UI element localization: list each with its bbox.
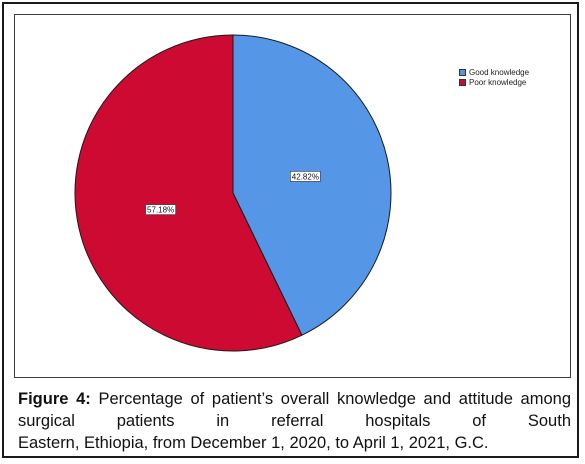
caption-line-3: Eastern, Ethiopia, from December 1, 2020…: [18, 434, 489, 452]
legend-label-good: Good knowledge: [469, 67, 530, 77]
pie-slice-good: [232, 34, 392, 336]
figure-frame: 42.82% 57.18% Good knowledge Poor knowled…: [2, 2, 579, 458]
legend-swatch-good: [459, 68, 466, 76]
legend-label-poor: Poor knowledge: [469, 77, 527, 87]
pie-chart: 42.82% 57.18%: [74, 34, 392, 352]
slice-label-poor: 57.18%: [145, 204, 176, 215]
slice-label-good: 42.82%: [290, 171, 321, 182]
caption-line-2: attitude among surgical patients in refe…: [18, 390, 572, 430]
figure-caption: Figure 4: Percentage of patient’s overal…: [18, 388, 571, 454]
legend-swatch-poor: [459, 78, 466, 86]
legend-item-poor: Poor knowledge: [459, 77, 529, 87]
svg-text:42.82%: 42.82%: [292, 172, 319, 181]
chart-area: 42.82% 57.18% Good knowledge Poor knowled…: [14, 14, 571, 378]
caption-line-1: Percentage of patient’s overall knowledg…: [98, 390, 452, 408]
legend-item-good: Good knowledge: [459, 67, 529, 77]
svg-text:57.18%: 57.18%: [147, 206, 174, 215]
figure-label: Figure 4:: [18, 390, 91, 408]
legend: Good knowledge Poor knowledge: [459, 67, 529, 87]
pie-slice-poor: [74, 34, 303, 352]
